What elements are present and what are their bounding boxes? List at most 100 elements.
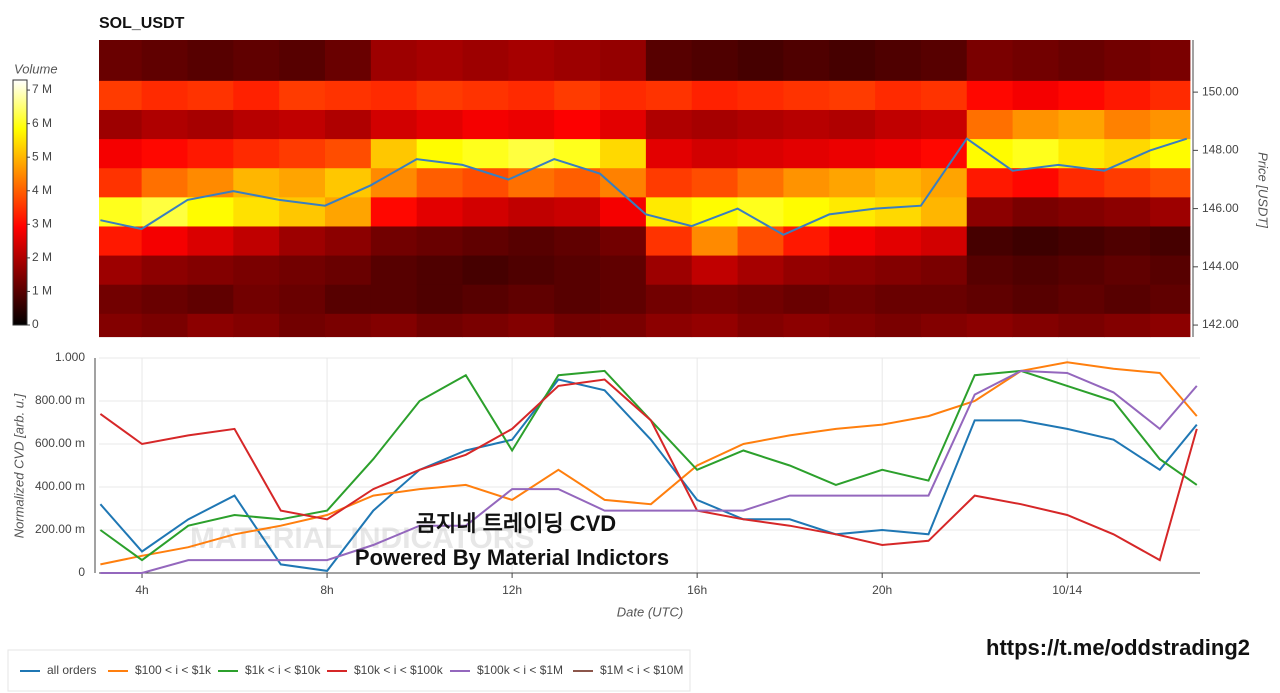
legend-label: $1k < i < $10k — [245, 663, 321, 677]
heat-cell — [783, 255, 830, 285]
heat-cell — [783, 40, 830, 81]
heat-cell — [600, 138, 647, 169]
series-line — [100, 369, 1198, 574]
heat-cell — [1012, 313, 1059, 338]
heat-cell — [875, 284, 922, 314]
heat-cell — [462, 40, 509, 81]
heat-cell — [691, 313, 738, 338]
heat-cell — [1104, 196, 1151, 227]
heat-cell — [370, 40, 418, 81]
heat-cell — [279, 80, 326, 110]
heat-cell — [783, 167, 830, 198]
heat-cell — [370, 109, 418, 140]
colorbar-label: Volume — [14, 61, 58, 76]
heat-cell — [554, 167, 601, 198]
heat-cell — [1104, 40, 1151, 81]
heat-cell — [829, 313, 876, 338]
heat-cell — [508, 138, 555, 169]
heat-cell — [554, 226, 601, 256]
heat-cell — [783, 313, 830, 338]
heat-cell — [691, 226, 738, 256]
x-tick-label: 10/14 — [1052, 583, 1082, 597]
heat-cell — [508, 109, 555, 140]
heat-cell — [1012, 167, 1059, 198]
heat-cell — [416, 313, 463, 338]
heat-cell — [645, 255, 693, 285]
heat-cell — [966, 109, 1013, 140]
heat-cell — [324, 255, 372, 285]
legend-label: all orders — [47, 663, 96, 677]
heat-cell — [829, 80, 876, 110]
y-tick-label: 400.00 m — [35, 479, 85, 493]
heat-cell — [1150, 226, 1191, 256]
heat-cell — [600, 226, 647, 256]
heat-cell — [875, 255, 922, 285]
heat-cell — [554, 255, 601, 285]
colorbar-tick-label: 1 M — [32, 284, 52, 298]
heat-cell — [829, 226, 876, 256]
heat-cell — [416, 226, 463, 256]
heat-cell — [600, 40, 647, 81]
heat-cell — [920, 40, 968, 81]
heat-cell — [99, 313, 143, 338]
heat-cell — [141, 284, 188, 314]
heat-cell — [691, 40, 738, 81]
heat-cell — [370, 196, 418, 227]
heat-cell — [737, 284, 784, 314]
heat-cell — [1150, 255, 1191, 285]
heat-cell — [920, 138, 968, 169]
heat-cell — [783, 109, 830, 140]
heat-cell — [1012, 40, 1059, 81]
heat-cell — [691, 138, 738, 169]
price-tick-label: 148.00 — [1202, 143, 1239, 157]
colorbar-tick-label: 5 M — [32, 149, 52, 163]
x-tick-label: 16h — [687, 583, 707, 597]
heat-cell — [966, 167, 1013, 198]
heat-cell — [645, 40, 693, 81]
colorbar-tick-label: 0 — [32, 317, 39, 331]
heat-cell — [1012, 80, 1059, 110]
heat-cell — [600, 80, 647, 110]
heat-cell — [370, 80, 418, 110]
heat-cell — [1150, 80, 1191, 110]
heat-cell — [966, 226, 1013, 256]
chart-title: SOL_USDT — [99, 15, 185, 32]
heat-cell — [829, 167, 876, 198]
price-line — [100, 137, 1188, 236]
heat-cell — [508, 196, 555, 227]
heat-cell — [1104, 226, 1151, 256]
heat-cell — [233, 138, 280, 169]
heat-cell — [554, 313, 601, 338]
heat-cell — [691, 109, 738, 140]
heat-cell — [99, 167, 143, 198]
heat-cell — [1058, 40, 1105, 81]
heat-cell — [737, 138, 784, 169]
heat-cell — [920, 80, 968, 110]
heat-cell — [1104, 109, 1151, 140]
heat-cell — [1058, 80, 1105, 110]
heat-cell — [416, 80, 463, 110]
heat-cell — [966, 80, 1013, 110]
heat-cell — [416, 40, 463, 81]
heat-cell — [324, 109, 372, 140]
heat-cell — [1012, 196, 1059, 227]
heat-cell — [233, 80, 280, 110]
heat-cell — [324, 138, 372, 169]
x-tick-label: 12h — [502, 583, 522, 597]
x-tick-label: 20h — [872, 583, 892, 597]
heat-cell — [508, 226, 555, 256]
x-tick-label: 8h — [320, 583, 333, 597]
heat-cell — [99, 255, 143, 285]
heat-cell — [187, 40, 234, 81]
heat-cell — [691, 167, 738, 198]
heat-cell — [141, 138, 188, 169]
heat-cell — [279, 313, 326, 338]
colorbar-tick-label: 3 M — [32, 216, 52, 230]
heat-cell — [645, 313, 693, 338]
heat-cell — [645, 196, 693, 227]
heat-cell — [324, 167, 372, 198]
heat-cell — [141, 167, 188, 198]
heat-cell — [829, 138, 876, 169]
heat-cell — [462, 226, 509, 256]
heat-cell — [920, 313, 968, 338]
